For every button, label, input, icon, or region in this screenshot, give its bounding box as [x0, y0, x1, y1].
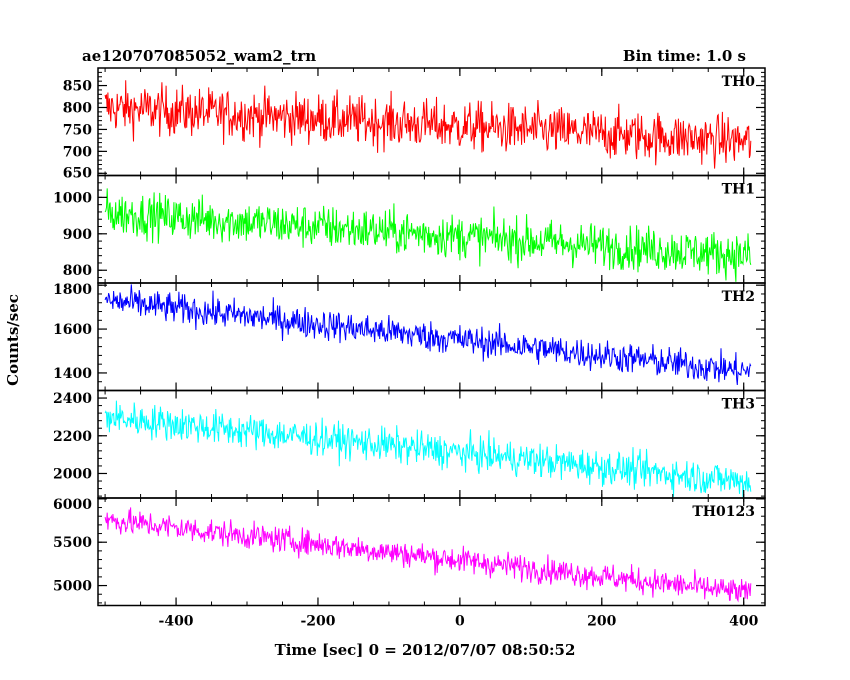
- y-tick-label: 650: [63, 166, 92, 182]
- chart-title: ae120707085052_wam2_trn: [82, 47, 316, 65]
- y-tick-label: 1800: [53, 282, 92, 298]
- y-tick-label: 800: [63, 100, 92, 116]
- y-tick-label: 800: [63, 263, 92, 279]
- y-tick-label: 750: [63, 122, 92, 138]
- series-line-th0123: [104, 507, 752, 603]
- x-tick-label: 0: [455, 614, 465, 630]
- panel-th3: 2000 2200 2400 TH3: [53, 389, 766, 499]
- y-tick-label: 1400: [53, 366, 92, 382]
- channel-label-th0: TH0: [722, 74, 756, 90]
- channel-label-th0123: TH0123: [692, 504, 755, 520]
- y-axis-label: Counts/sec: [4, 294, 22, 386]
- y-tick-label: 5000: [53, 579, 92, 595]
- x-axis-label: Time [sec] 0 = 2012/07/07 08:50:52: [275, 641, 576, 659]
- y-tick-label: 850: [63, 79, 92, 95]
- y-tick-label: 2000: [53, 466, 92, 482]
- series-line-th0: [104, 80, 752, 169]
- panel-th0123: 5000 5500 6000 TH0123: [53, 497, 766, 607]
- y-tick-label: 2400: [53, 391, 92, 407]
- x-tick-label: 200: [587, 614, 616, 630]
- x-tick-label: -400: [159, 614, 194, 630]
- y-tick-label: 2200: [53, 429, 92, 445]
- series-line-th1: [104, 188, 752, 282]
- y-tick-label: 900: [63, 227, 92, 243]
- series-line-th2: [104, 284, 752, 386]
- y-tick-label: 700: [63, 144, 92, 160]
- panel-th1: 800 900 1000 TH1: [53, 174, 766, 284]
- channel-label-th2: TH2: [722, 289, 755, 305]
- channel-label-th3: TH3: [722, 397, 755, 413]
- x-axis: -400 -200 0 200 400: [159, 614, 759, 630]
- channel-label-th1: TH1: [722, 182, 755, 198]
- panel-frame: [97, 282, 766, 392]
- panel-th2: 1400 1600 1800 TH2: [53, 282, 766, 392]
- y-tick-label: 6000: [53, 497, 92, 513]
- y-tick-label: 5500: [53, 535, 92, 551]
- panel-th0: 650 700 750 800 850 TH0: [63, 67, 766, 182]
- y-tick-label: 1000: [53, 190, 92, 206]
- y-tick-label: 1600: [53, 322, 92, 338]
- bin-time-label: Bin time: 1.0 s: [623, 47, 746, 65]
- x-tick-label: 400: [729, 614, 758, 630]
- series-line-th3: [104, 400, 752, 498]
- x-tick-label: -200: [300, 614, 335, 630]
- panel-frame: [97, 497, 766, 607]
